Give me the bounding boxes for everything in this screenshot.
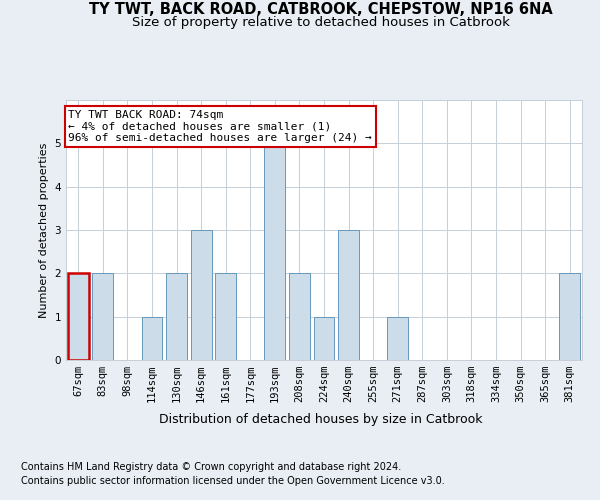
Bar (191, 230, 212, 360)
Bar (142, 316, 163, 360)
Bar (215, 274, 236, 360)
Text: Distribution of detached houses by size in Catbrook: Distribution of detached houses by size … (159, 412, 483, 426)
Text: Contains public sector information licensed under the Open Government Licence v3: Contains public sector information licen… (21, 476, 445, 486)
Bar (166, 274, 187, 360)
Text: TY TWT, BACK ROAD, CATBROOK, CHEPSTOW, NP16 6NA: TY TWT, BACK ROAD, CATBROOK, CHEPSTOW, N… (89, 2, 553, 18)
Bar (68, 274, 89, 360)
Bar (265, 144, 286, 360)
Bar (559, 274, 580, 360)
Y-axis label: Number of detached properties: Number of detached properties (39, 142, 49, 318)
Bar (338, 230, 359, 360)
Text: Contains HM Land Registry data © Crown copyright and database right 2024.: Contains HM Land Registry data © Crown c… (21, 462, 401, 472)
Bar (387, 316, 408, 360)
Text: TY TWT BACK ROAD: 74sqm
← 4% of detached houses are smaller (1)
96% of semi-deta: TY TWT BACK ROAD: 74sqm ← 4% of detached… (68, 110, 372, 142)
Bar (314, 316, 334, 360)
Text: Size of property relative to detached houses in Catbrook: Size of property relative to detached ho… (132, 16, 510, 29)
Bar (92, 274, 113, 360)
Bar (289, 274, 310, 360)
